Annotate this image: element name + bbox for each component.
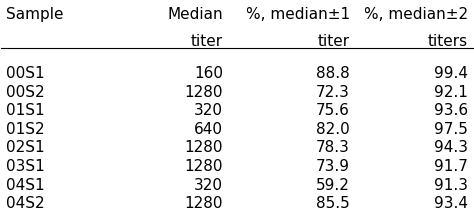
Text: 1280: 1280 <box>184 140 223 156</box>
Text: Sample: Sample <box>6 7 64 22</box>
Text: 91.3: 91.3 <box>434 178 468 193</box>
Text: %, median±2: %, median±2 <box>364 7 468 22</box>
Text: 01S2: 01S2 <box>6 122 45 137</box>
Text: 04S2: 04S2 <box>6 196 45 211</box>
Text: titer: titer <box>318 34 350 49</box>
Text: 00S2: 00S2 <box>6 85 45 100</box>
Text: 92.1: 92.1 <box>434 85 468 100</box>
Text: 85.5: 85.5 <box>316 196 350 211</box>
Text: 320: 320 <box>194 103 223 118</box>
Text: 02S1: 02S1 <box>6 140 45 156</box>
Text: Median: Median <box>167 7 223 22</box>
Text: 04S1: 04S1 <box>6 178 45 193</box>
Text: 91.7: 91.7 <box>434 159 468 174</box>
Text: 160: 160 <box>194 66 223 81</box>
Text: 94.3: 94.3 <box>434 140 468 156</box>
Text: 1280: 1280 <box>184 85 223 100</box>
Text: 320: 320 <box>194 178 223 193</box>
Text: 73.9: 73.9 <box>316 159 350 174</box>
Text: 03S1: 03S1 <box>6 159 45 174</box>
Text: 82.0: 82.0 <box>316 122 350 137</box>
Text: 59.2: 59.2 <box>316 178 350 193</box>
Text: 78.3: 78.3 <box>316 140 350 156</box>
Text: 1280: 1280 <box>184 196 223 211</box>
Text: 99.4: 99.4 <box>434 66 468 81</box>
Text: titers: titers <box>428 34 468 49</box>
Text: titer: titer <box>191 34 223 49</box>
Text: 93.4: 93.4 <box>434 196 468 211</box>
Text: 88.8: 88.8 <box>316 66 350 81</box>
Text: 93.6: 93.6 <box>434 103 468 118</box>
Text: 640: 640 <box>194 122 223 137</box>
Text: 00S1: 00S1 <box>6 66 45 81</box>
Text: 97.5: 97.5 <box>434 122 468 137</box>
Text: 01S1: 01S1 <box>6 103 45 118</box>
Text: 72.3: 72.3 <box>316 85 350 100</box>
Text: 75.6: 75.6 <box>316 103 350 118</box>
Text: %, median±1: %, median±1 <box>246 7 350 22</box>
Text: 1280: 1280 <box>184 159 223 174</box>
